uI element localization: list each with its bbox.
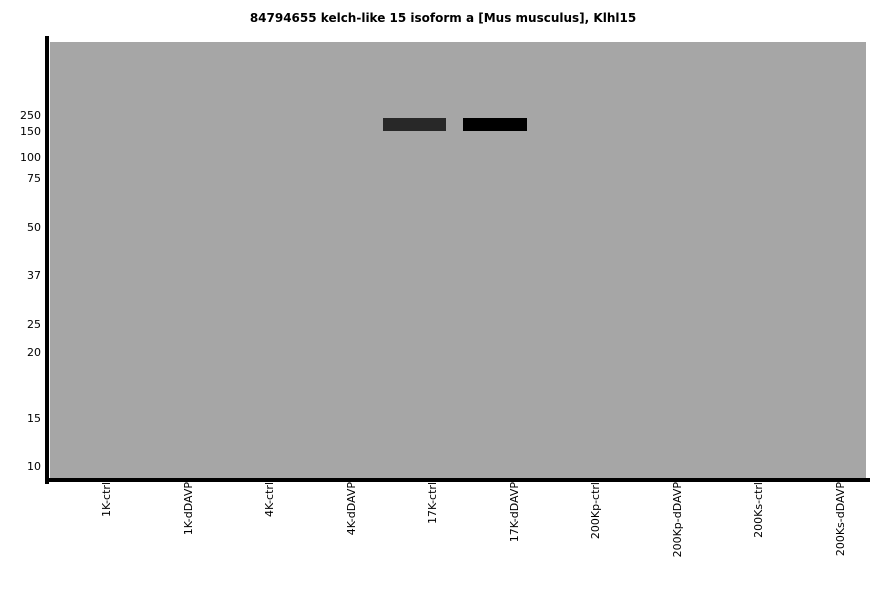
x-axis-tick-label: 200Kp-dDAVP <box>671 482 684 558</box>
y-axis-tick-label: 10 <box>27 460 41 473</box>
y-axis-line <box>45 36 49 484</box>
x-axis-tick-label: 17K-dDAVP <box>508 482 521 543</box>
y-axis-tick-label: 15 <box>27 412 41 425</box>
y-axis-tick-label: 25 <box>27 318 41 331</box>
y-axis-tick-label: 75 <box>27 172 41 185</box>
x-axis-tick-label: 1K-dDAVP <box>182 482 195 536</box>
x-axis-tick-label: 4K-dDAVP <box>345 482 358 536</box>
x-axis-tick-label: 1K-ctrl <box>100 482 113 517</box>
blot-band <box>463 118 527 131</box>
y-axis-tick-label: 150 <box>20 125 41 138</box>
y-axis-tick-label: 250 <box>20 109 41 122</box>
plot-area <box>50 42 866 478</box>
page-title: 84794655 kelch-like 15 isoform a [Mus mu… <box>249 11 637 25</box>
x-axis-tick-label: 4K-ctrl <box>263 482 276 517</box>
blot-band <box>383 118 446 131</box>
y-axis-tick-label: 50 <box>27 221 41 234</box>
y-axis-tick-label: 20 <box>27 346 41 359</box>
x-axis-tick-label: 200Ks-dDAVP <box>834 482 847 557</box>
x-axis-tick-label: 200Ks-ctrl <box>752 482 765 538</box>
x-axis-line <box>45 478 870 482</box>
y-axis-tick-label: 100 <box>20 151 41 164</box>
x-axis-tick-label: 17K-ctrl <box>426 482 439 524</box>
y-axis-tick-label: 37 <box>27 269 41 282</box>
x-axis-tick-labels: 1K-ctrl 1K-dDAVP 4K-ctrl 4K-dDAVP 17K-ctrl 17… <box>0 482 886 595</box>
x-axis-tick-label: 200Kp-ctrl <box>589 482 602 540</box>
y-axis-tick-labels: 250 150 100 75 50 37 25 20 15 10 <box>0 0 45 595</box>
